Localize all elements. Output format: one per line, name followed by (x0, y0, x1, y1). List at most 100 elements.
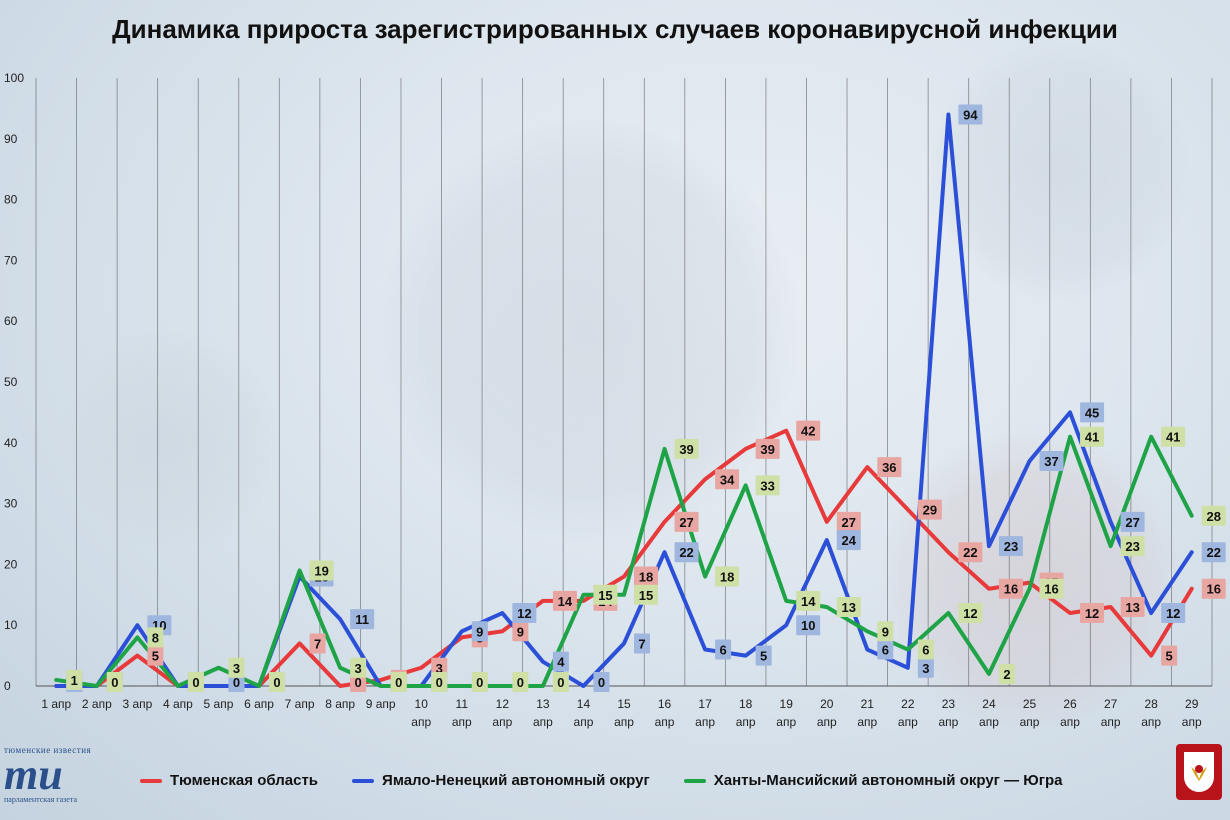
data-label-bg (674, 511, 699, 532)
data-label-bg (634, 566, 658, 587)
data-label-bg (755, 438, 780, 459)
x-tick-label: 6 апр (244, 697, 274, 711)
x-tick-label: апр (1020, 715, 1040, 729)
newspaper-logo: тюменские известия ти парламентская газе… (4, 745, 104, 807)
data-label-bg (228, 657, 245, 678)
data-label: 9 (476, 624, 483, 639)
data-label: 6 (922, 643, 929, 658)
background-virus-blob (930, 40, 1190, 300)
data-label-bg (958, 542, 983, 563)
data-label-bg (350, 657, 367, 678)
data-label: 14 (558, 594, 573, 609)
legend-label-yamal: Ямало-Ненецкий автономный округ (382, 772, 650, 789)
data-label-bg (512, 672, 529, 692)
data-label-bg (836, 530, 861, 551)
data-label: 12 (1166, 606, 1180, 621)
data-label-bg (1161, 645, 1178, 666)
data-label: 0 (557, 675, 564, 690)
data-label: 5 (760, 649, 767, 664)
data-label-bg (1039, 578, 1064, 599)
data-label: 0 (436, 675, 443, 690)
data-label-bg (1161, 426, 1186, 447)
data-label: 24 (842, 533, 857, 548)
data-label-bg (836, 596, 861, 617)
data-label: 22 (679, 545, 693, 560)
data-label: 0 (273, 675, 280, 690)
x-tick-label: апр (655, 715, 675, 729)
data-label-bg (917, 657, 934, 678)
data-label: 14 (801, 594, 816, 609)
x-tick-label: апр (533, 715, 553, 729)
data-label: 5 (1166, 649, 1173, 664)
data-label-bg (512, 621, 529, 642)
data-label: 12 (963, 606, 977, 621)
x-tick-label: 4 апр (163, 697, 193, 711)
x-tick-label: 14 (577, 697, 591, 711)
data-label-bg (1201, 578, 1226, 599)
data-label-bg (755, 645, 772, 666)
data-label: 94 (963, 107, 978, 122)
x-tick-label: апр (1141, 715, 1161, 729)
data-label: 33 (760, 478, 774, 493)
y-tick-label: 80 (4, 193, 18, 207)
data-label: 16 (1004, 582, 1018, 597)
data-label: 0 (476, 675, 483, 690)
data-label: 0 (192, 675, 199, 690)
data-label: 8 (152, 630, 159, 645)
data-label-bg (634, 633, 650, 654)
y-tick-label: 20 (4, 557, 18, 571)
x-tick-label: 24 (982, 697, 996, 711)
x-tick-label: 26 (1063, 697, 1077, 711)
data-label: 16 (1206, 582, 1220, 597)
data-label: 22 (963, 545, 977, 560)
data-label: 6 (719, 643, 726, 658)
chart-title: Динамика прироста зарегистрированных слу… (112, 14, 1118, 44)
data-label: 27 (1125, 515, 1139, 530)
x-tick-label: 12 (496, 697, 510, 711)
y-tick-label: 60 (4, 314, 18, 328)
data-label: 3 (922, 661, 929, 676)
data-label-bg (147, 627, 164, 648)
data-label-bg (1120, 511, 1145, 532)
legend-swatch-yamal (352, 778, 375, 783)
data-label: 18 (720, 570, 734, 585)
data-label-bg (917, 499, 942, 520)
data-label-bg (877, 639, 894, 660)
data-label: 7 (638, 636, 645, 651)
data-label: 1 (71, 673, 78, 688)
x-tick-label: апр (898, 715, 918, 729)
x-tick-label: апр (695, 715, 715, 729)
logo-top-text: тюменские известия (4, 745, 92, 755)
data-label: 22 (1206, 545, 1220, 560)
data-label-bg (958, 603, 983, 624)
x-tick-label: 17 (698, 697, 712, 711)
y-tick-label: 90 (4, 132, 18, 146)
data-label-bg (106, 672, 123, 692)
data-label-bg (593, 672, 610, 692)
data-label-bg (755, 475, 780, 496)
data-label: 13 (842, 600, 856, 615)
data-label-bg (593, 584, 618, 605)
data-label: 0 (355, 675, 362, 690)
x-tick-label: апр (614, 715, 634, 729)
x-tick-label: апр (938, 715, 958, 729)
data-label: 28 (1206, 509, 1220, 524)
data-label: 4 (557, 655, 565, 670)
x-tick-label: 27 (1104, 697, 1118, 711)
data-label: 10 (801, 618, 815, 633)
data-label-bg (715, 469, 740, 490)
data-label-bg (634, 584, 658, 605)
data-label-bg (998, 578, 1023, 599)
x-tick-label: 9 апр (366, 697, 396, 711)
x-tick-label: апр (1060, 715, 1080, 729)
x-tick-label: 15 (617, 697, 631, 711)
data-label-bg (917, 639, 934, 660)
data-label: 0 (517, 675, 524, 690)
data-label: 27 (679, 515, 693, 530)
data-label-bg (1120, 596, 1145, 617)
data-label: 19 (314, 563, 328, 578)
data-label-bg (1080, 603, 1105, 624)
data-label-bg (958, 104, 983, 125)
x-tick-label: 21 (861, 697, 875, 711)
y-tick-label: 50 (4, 375, 18, 389)
